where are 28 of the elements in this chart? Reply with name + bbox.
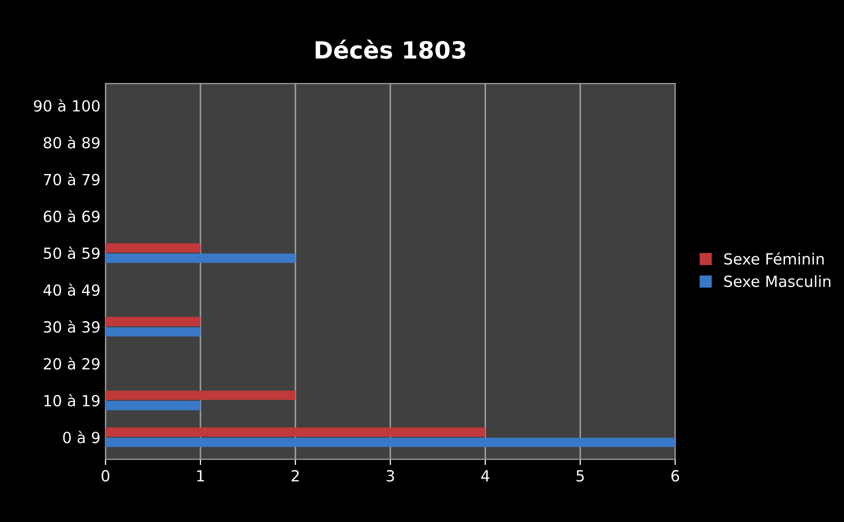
legend-label: Sexe Masculin xyxy=(724,275,830,288)
y-tick-label: 10 à 19 xyxy=(44,394,100,406)
x-tick-label: 3 xyxy=(386,470,394,482)
x-tick-label: 4 xyxy=(481,470,490,482)
bar xyxy=(106,243,200,252)
y-tick-label: 60 à 69 xyxy=(44,210,100,222)
legend-label: Sexe Féminin xyxy=(724,252,824,265)
bar xyxy=(106,316,200,326)
x-tick-label: 1 xyxy=(197,470,204,482)
bar xyxy=(106,400,200,410)
y-tick-label: 20 à 29 xyxy=(44,357,100,370)
bar xyxy=(106,427,486,437)
bar xyxy=(106,438,676,448)
y-tick-label: 30 à 39 xyxy=(44,320,100,333)
bar xyxy=(106,254,296,263)
bar xyxy=(106,390,296,400)
chart-title: Décès 1803 xyxy=(316,40,466,59)
y-tick-label: 0 à 9 xyxy=(63,430,100,444)
x-tick-label: 6 xyxy=(671,470,680,482)
y-tick-label: 90 à 100 xyxy=(34,99,100,112)
bar xyxy=(106,327,200,337)
y-tick-label: 40 à 49 xyxy=(43,283,100,296)
y-tick-label: 50 à 59 xyxy=(44,246,100,260)
y-tick-label: 80 à 89 xyxy=(44,136,100,148)
y-tick-label: 70 à 79 xyxy=(44,172,100,186)
x-tick-label: 2 xyxy=(292,470,299,482)
x-tick-label: 0 xyxy=(102,470,110,482)
x-tick-label: 5 xyxy=(576,470,584,482)
